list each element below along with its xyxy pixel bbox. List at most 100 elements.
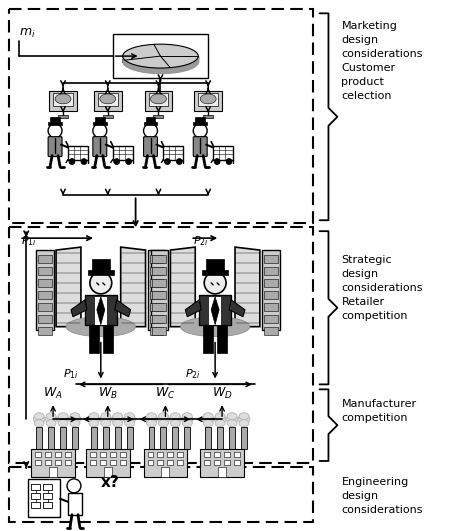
Ellipse shape — [157, 415, 169, 423]
Bar — [104, 467, 112, 477]
Bar — [38, 291, 52, 299]
Bar — [50, 117, 60, 124]
Bar — [36, 427, 42, 449]
Bar — [110, 452, 116, 457]
Ellipse shape — [158, 419, 168, 426]
Bar — [149, 303, 164, 311]
Text: Manufacturer
competition: Manufacturer competition — [341, 399, 417, 423]
Ellipse shape — [66, 316, 136, 337]
Bar — [9, 467, 312, 521]
Bar — [38, 315, 52, 323]
Text: $m_i$: $m_i$ — [19, 27, 36, 40]
Bar — [93, 122, 107, 125]
Bar — [162, 467, 169, 477]
Ellipse shape — [123, 49, 198, 73]
Bar — [264, 255, 278, 263]
Bar — [53, 93, 73, 106]
Ellipse shape — [101, 413, 111, 419]
Bar — [31, 449, 75, 477]
Bar — [204, 460, 210, 465]
Circle shape — [126, 159, 132, 165]
Polygon shape — [235, 247, 260, 327]
Circle shape — [67, 479, 81, 493]
Ellipse shape — [146, 413, 156, 419]
Bar — [149, 327, 164, 335]
Bar — [85, 295, 117, 324]
Bar — [98, 93, 118, 106]
Ellipse shape — [69, 415, 81, 423]
FancyBboxPatch shape — [48, 136, 62, 157]
Circle shape — [204, 272, 226, 294]
Ellipse shape — [100, 415, 112, 423]
Bar — [167, 452, 173, 457]
Bar — [145, 91, 173, 111]
Bar — [149, 255, 164, 263]
Ellipse shape — [200, 94, 216, 104]
Circle shape — [144, 124, 157, 138]
Bar — [153, 327, 166, 335]
Bar — [48, 122, 62, 125]
Bar — [147, 452, 154, 457]
Ellipse shape — [215, 419, 225, 426]
Ellipse shape — [58, 413, 68, 419]
Ellipse shape — [226, 415, 238, 423]
Bar — [115, 427, 121, 449]
Ellipse shape — [180, 316, 250, 337]
Ellipse shape — [170, 413, 180, 419]
Bar — [264, 315, 278, 323]
Bar — [65, 452, 71, 457]
Ellipse shape — [123, 44, 198, 68]
Bar — [224, 452, 230, 457]
Bar — [144, 122, 157, 125]
Bar — [89, 324, 99, 353]
Ellipse shape — [214, 415, 226, 423]
Bar — [60, 427, 66, 449]
Bar — [49, 467, 57, 477]
Bar — [200, 449, 244, 477]
Text: $P_{2i}$: $P_{2i}$ — [185, 367, 201, 381]
Bar — [264, 291, 278, 299]
Ellipse shape — [100, 94, 116, 104]
Ellipse shape — [70, 419, 80, 426]
Ellipse shape — [70, 413, 80, 419]
Ellipse shape — [113, 413, 123, 419]
Bar — [38, 303, 52, 311]
Bar — [157, 460, 164, 465]
Bar — [48, 427, 54, 449]
Bar — [157, 452, 164, 457]
Bar — [149, 315, 164, 323]
Bar — [229, 427, 235, 449]
Bar — [177, 460, 183, 465]
Ellipse shape — [169, 415, 182, 423]
Bar — [36, 250, 54, 330]
Bar — [65, 460, 71, 465]
Bar — [224, 460, 230, 465]
Bar — [94, 91, 122, 111]
Ellipse shape — [125, 413, 135, 419]
Bar — [35, 460, 41, 465]
Bar — [38, 327, 52, 335]
Circle shape — [214, 159, 220, 165]
Polygon shape — [115, 300, 131, 316]
Bar — [103, 324, 113, 353]
Bar — [9, 227, 312, 463]
Ellipse shape — [202, 415, 214, 423]
Text: $P_{2i}$: $P_{2i}$ — [193, 234, 209, 248]
FancyBboxPatch shape — [193, 136, 207, 157]
Bar — [35, 452, 41, 457]
Bar — [92, 259, 110, 272]
Bar — [264, 327, 278, 335]
Ellipse shape — [203, 419, 213, 426]
Ellipse shape — [55, 94, 71, 104]
Bar — [241, 427, 247, 449]
Circle shape — [164, 159, 170, 165]
Bar — [153, 255, 166, 263]
Ellipse shape — [113, 419, 123, 426]
Bar — [198, 93, 218, 106]
Bar — [95, 297, 107, 324]
Bar — [153, 291, 166, 299]
Bar — [91, 427, 97, 449]
Bar — [9, 10, 312, 223]
Text: $W_C$: $W_C$ — [155, 387, 176, 401]
Bar — [103, 115, 113, 118]
